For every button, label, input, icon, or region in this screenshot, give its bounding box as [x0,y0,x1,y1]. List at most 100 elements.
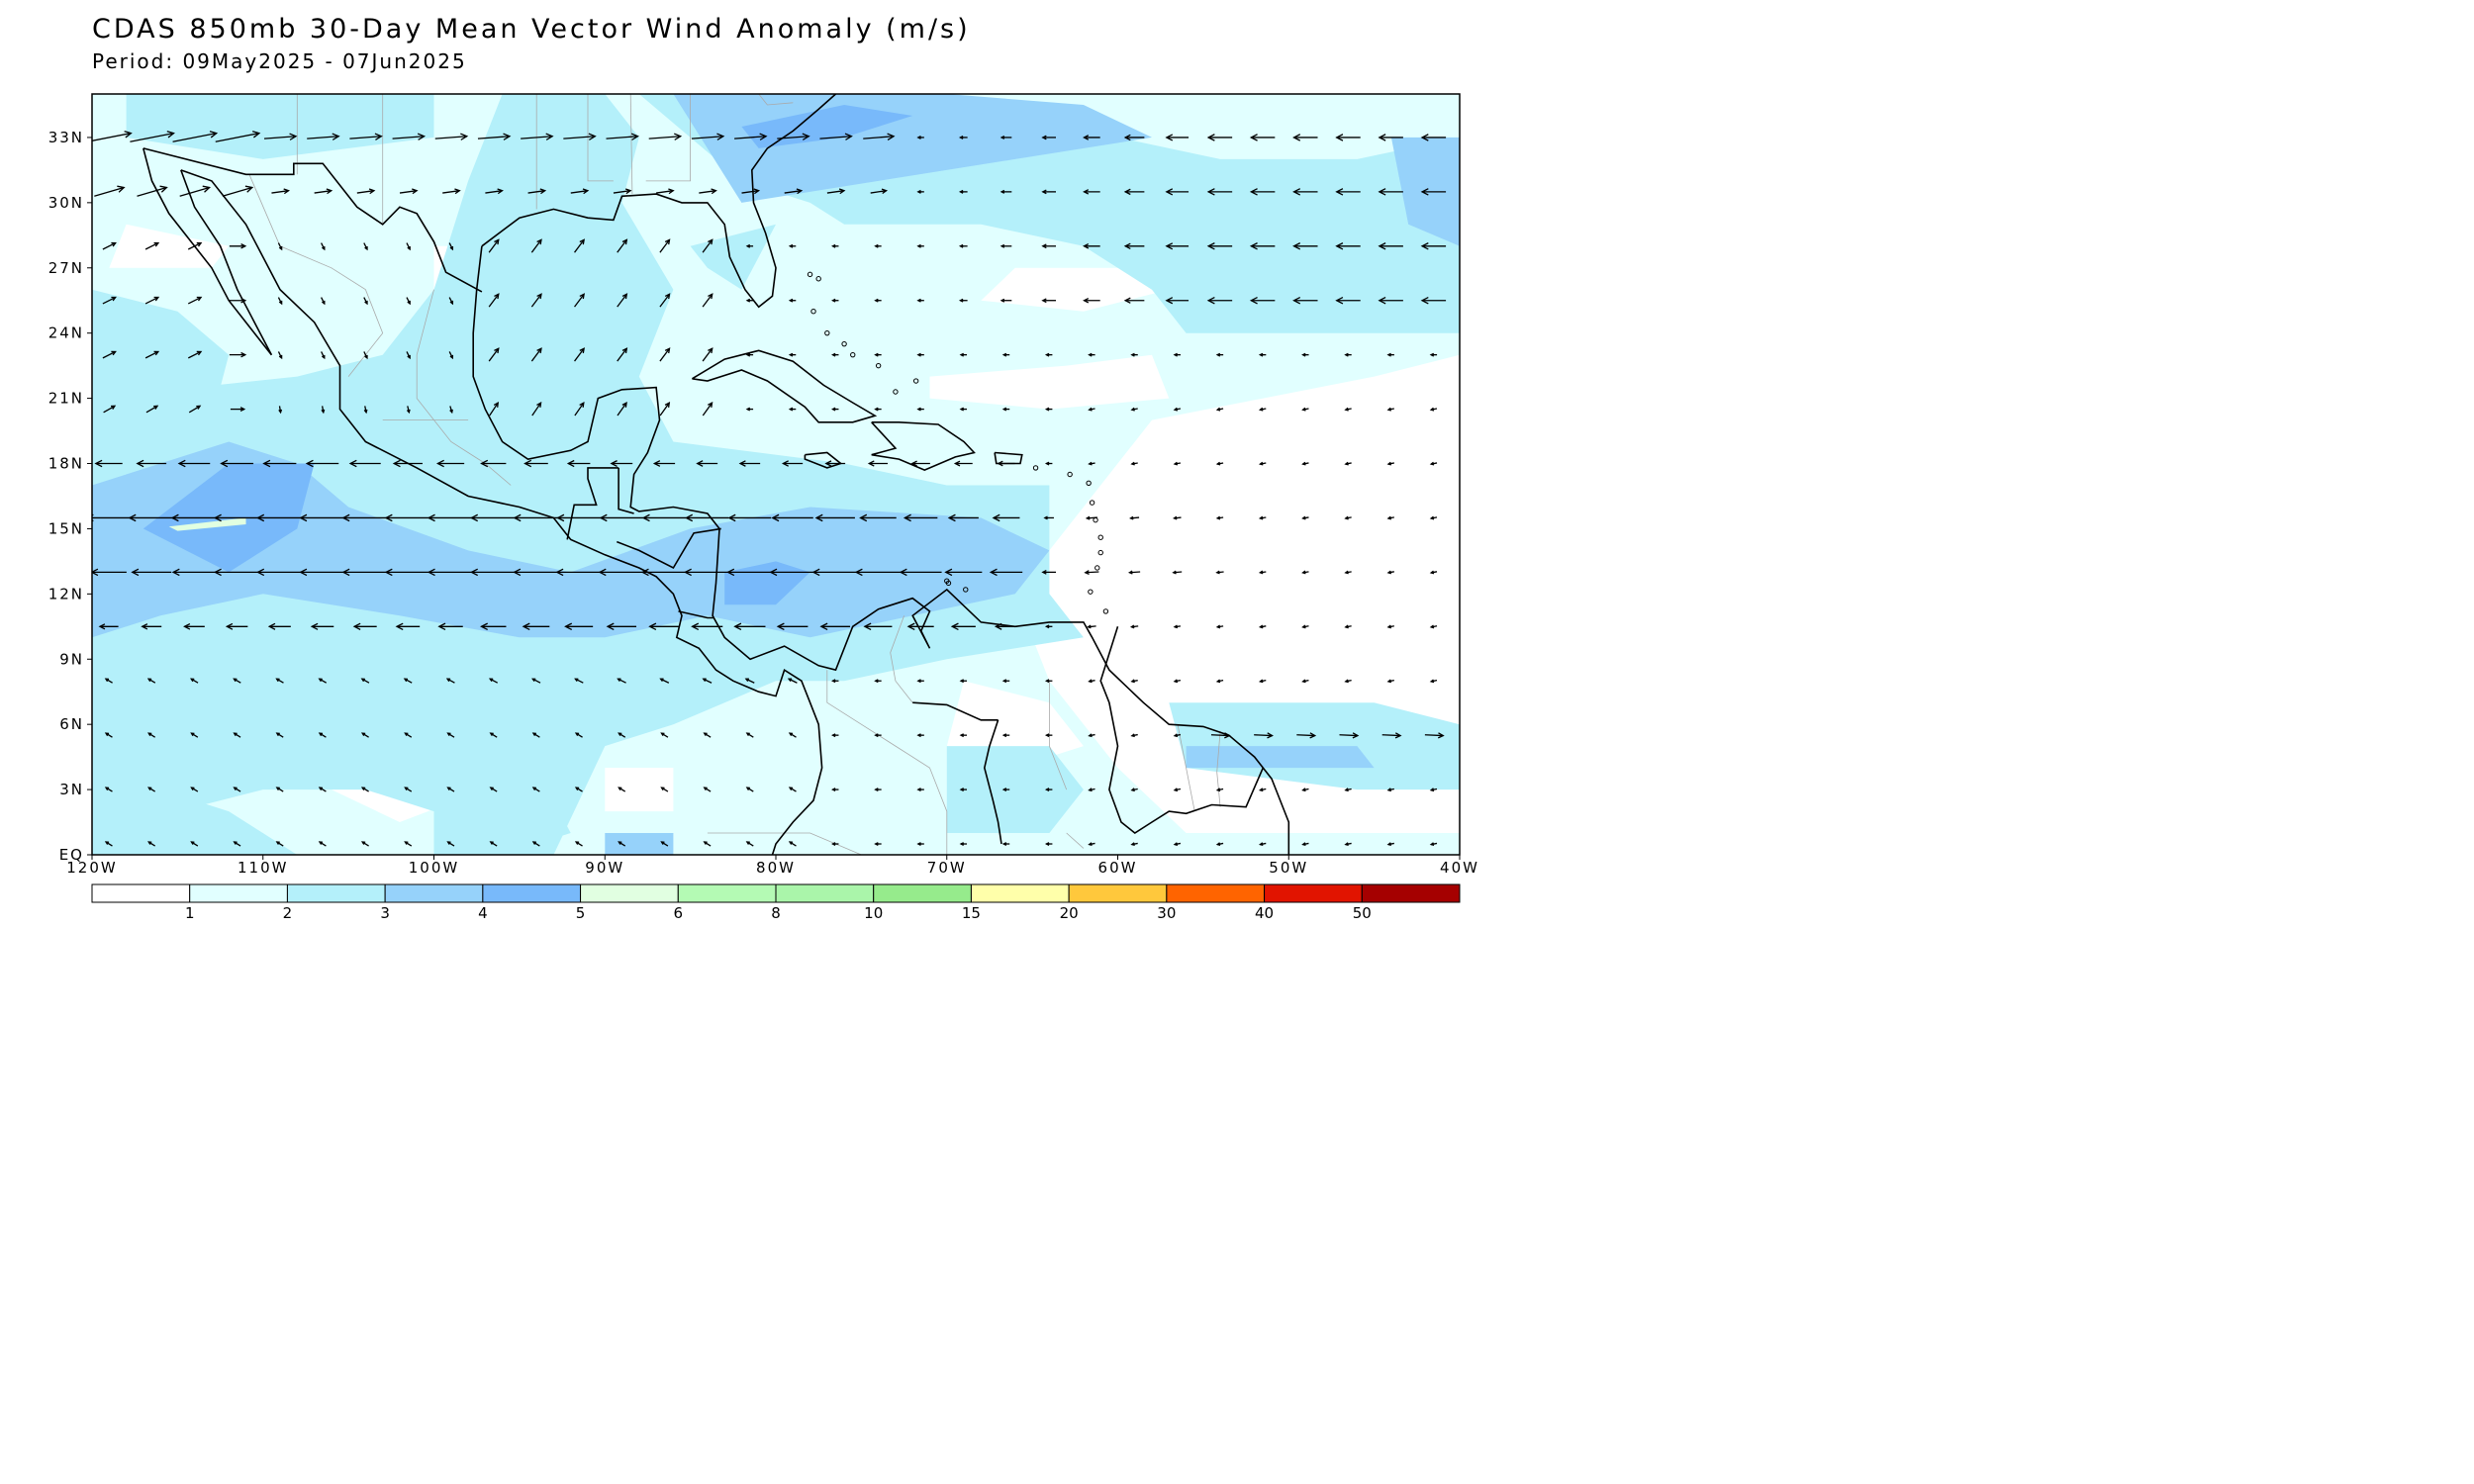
wind-vector [1130,407,1138,412]
wind-vector-head [449,300,454,306]
wind-vector [363,242,368,251]
wind-vector [190,787,199,792]
wind-vector [1215,352,1224,357]
wind-vector [275,787,284,792]
lat-tick-label: 30N [48,194,84,212]
wind-vector [275,678,284,684]
wind-vector-head [536,347,542,354]
wind-vector-head [446,732,451,737]
coastline-segment [678,610,714,619]
island [1032,465,1039,471]
wind-vector-head [759,133,768,140]
wind-vector [1301,515,1309,520]
wind-vector-head [305,459,314,468]
wind-vector-head [1386,624,1392,629]
wind-vector [1215,515,1224,520]
wind-vector-head [683,568,692,577]
wind-vector [437,622,463,631]
wind-vector [745,407,754,412]
wind-vector-head [788,243,794,248]
wind-vector [1429,407,1438,412]
wind-vector-head [621,402,627,408]
wind-vector [1173,461,1182,466]
wind-vector-head [621,347,628,354]
wind-vector-head [1301,842,1306,847]
wind-vector-shaft [570,190,588,194]
wind-vector-head [1344,461,1349,466]
wind-vector-head [831,243,836,248]
lat-tick-label: 9N [59,650,84,668]
wind-vector-head [1044,679,1050,684]
wind-vector-head [1206,296,1215,305]
wind-vector [1386,788,1394,792]
legend-label: 50 [1353,904,1372,922]
wind-vector-head [874,788,879,792]
wind-vector [999,135,1012,139]
wind-vector [811,568,858,577]
wind-vector [144,350,160,359]
wind-vector [1378,188,1403,196]
wind-vector [1001,407,1010,412]
wind-vector-head [1335,134,1344,141]
wind-vector-head [1084,570,1090,576]
wind-vector-head [660,787,665,790]
wind-vector [950,622,976,631]
wind-vector [1386,407,1394,412]
wind-vector [997,460,1015,467]
wind-vector-shaft [784,190,802,194]
wind-vector-head [299,513,308,522]
wind-vector-shaft [1087,516,1097,519]
wind-vector-head [1344,352,1349,357]
lat-tick-label: 24N [48,325,84,342]
wind-vector-head [753,188,761,195]
wind-vector [745,352,754,357]
legend-swatch [970,883,1070,903]
wind-vector [489,787,498,792]
wind-vector [1173,842,1182,847]
wind-vector [341,568,388,577]
wind-vector [1088,679,1095,684]
wind-vector-head [1088,788,1093,792]
wind-vector [1335,134,1361,141]
wind-vector [617,238,628,253]
wind-vector [1206,242,1233,250]
wind-vector [1001,679,1010,684]
wind-vector-head [1420,134,1429,141]
wind-vector-head [788,787,794,790]
island [1102,608,1109,614]
wind-vector-shaft [777,136,809,139]
wind-vector-head [536,293,542,300]
wind-vector [999,243,1012,248]
wind-vector-head [513,568,522,577]
coastline-segment [994,451,1023,465]
wind-vector-shaft [314,190,332,194]
wind-vector-head [1088,842,1093,847]
wind-vector-head [153,350,160,356]
wind-vector [556,513,601,522]
wind-vector [660,841,669,847]
wind-vector [360,732,369,738]
wind-vector-head [104,678,109,683]
wind-vector-head [618,732,622,737]
wind-vector-head [959,679,964,684]
wind-vector [831,733,839,738]
wind-vector [1344,679,1352,684]
wind-vector-head [332,133,340,140]
wind-vector [659,678,670,684]
wind-vector-head [708,347,714,354]
wind-vector [480,459,507,468]
wind-vector [903,513,938,522]
wind-vector-head [703,787,708,790]
wind-vector-head [1173,624,1179,629]
wind-vector-head [256,568,265,577]
wind-vector [104,841,113,847]
shade-region [605,768,674,812]
wind-vector [360,841,369,847]
wind-vector [1206,188,1233,196]
wind-vector [610,460,633,467]
wind-vector [617,293,628,308]
wind-vector [703,841,712,847]
wind-vector [944,568,983,577]
wind-vector [1344,407,1352,412]
wind-vector [874,298,882,303]
